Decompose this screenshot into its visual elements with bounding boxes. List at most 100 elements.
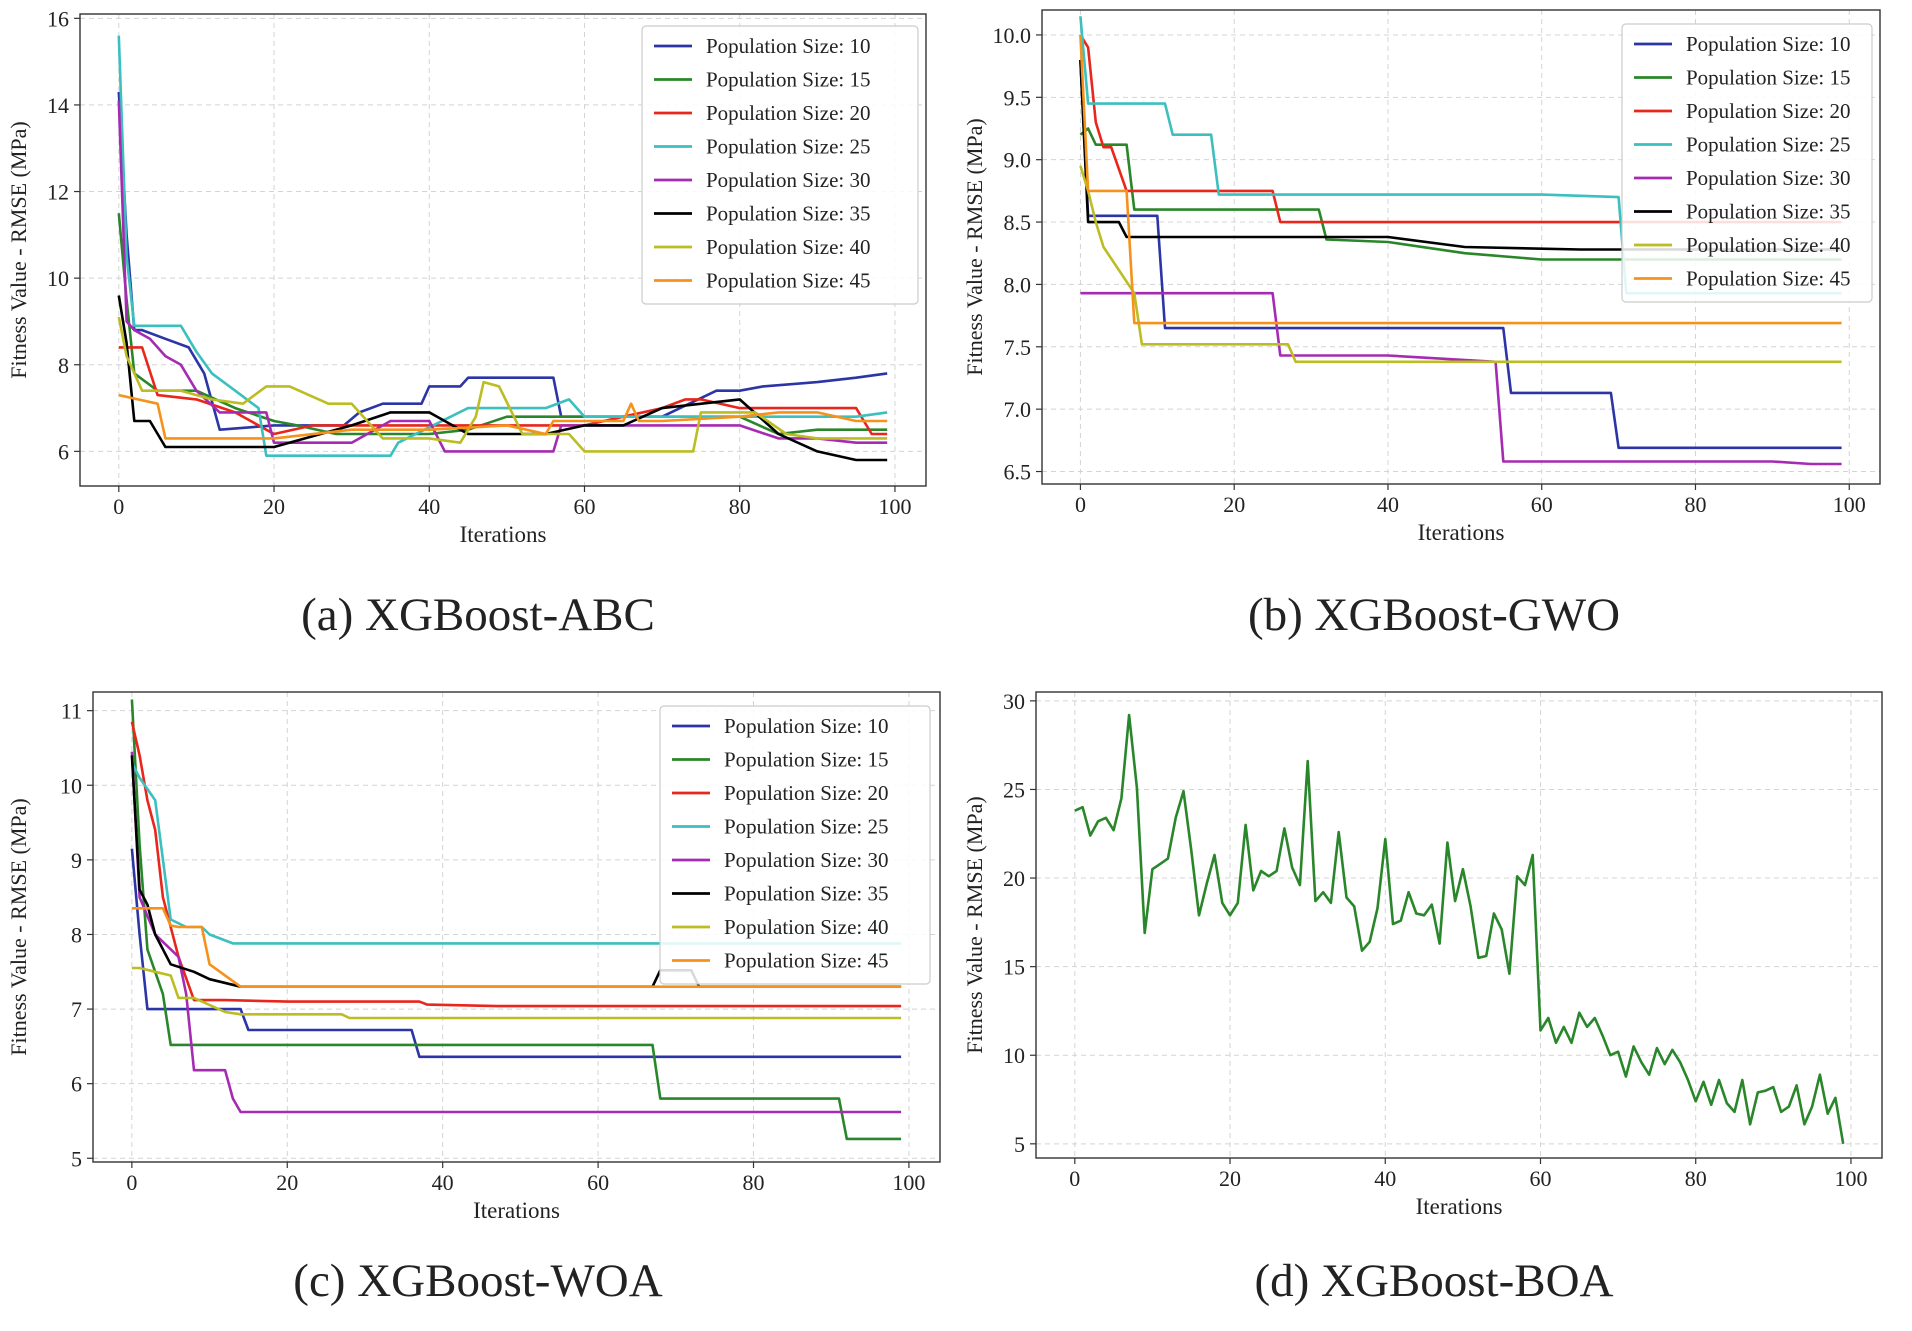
- legend-label-6: Population Size: 35: [724, 882, 889, 906]
- x-tick-label: 0: [113, 494, 124, 519]
- x-tick-label: 20: [276, 1170, 298, 1195]
- series-line-4: [130, 762, 902, 945]
- plot-frame: [92, 691, 941, 1163]
- x-tick-label: 80: [1684, 492, 1706, 517]
- y-tick-label: 6: [71, 1072, 82, 1097]
- legend: Population Size: 10 Population Size: 15 Po…: [659, 705, 931, 985]
- y-tick-label: 10: [60, 773, 82, 798]
- y-tick-label: 8.5: [1004, 210, 1032, 235]
- x-tick-label: 80: [1685, 1166, 1707, 1191]
- legend-label-8: Population Size: 45: [724, 949, 889, 973]
- legend-box: [641, 25, 919, 305]
- y-tick-label: 6.5: [1004, 460, 1032, 485]
- x-axis-label: Iterations: [473, 1198, 560, 1223]
- legend-label-3: Population Size: 20: [706, 101, 871, 125]
- x-axis-label: Iterations: [1416, 1194, 1503, 1219]
- caption-boa: (d) XGBoost-BOA: [1254, 1255, 1614, 1307]
- x-tick-label: 40: [1374, 1166, 1396, 1191]
- legend-label-1: Population Size: 10: [706, 34, 871, 58]
- x-tick-label: 20: [1219, 1166, 1241, 1191]
- y-tick-label: 8: [71, 922, 82, 947]
- y-tick-label: 16: [47, 6, 69, 31]
- x-tick-label: 60: [1531, 492, 1553, 517]
- caption-abc: (a) XGBoost-ABC: [301, 589, 655, 641]
- legend-label-5: Population Size: 30: [706, 168, 871, 192]
- series-line-7: [131, 966, 902, 1020]
- legend-label-3: Population Size: 20: [1686, 99, 1851, 123]
- x-tick-label: 100: [878, 494, 911, 519]
- series-line-7: [1079, 165, 1842, 364]
- y-axis-label: Fitness Value - RMSE (MPa): [6, 798, 31, 1056]
- x-tick-label: 40: [432, 1170, 454, 1195]
- x-tick-label: 80: [743, 1170, 765, 1195]
- series-line-3: [118, 346, 888, 436]
- series-line-3: [1079, 34, 1842, 224]
- series-line-2: [1079, 127, 1842, 261]
- chart-woa: 0 20 40 60 80 100 5 6 7 8 9 10 11 Iterations Fitness V…: [6, 691, 941, 1223]
- legend-label-4: Population Size: 25: [1686, 133, 1851, 157]
- x-tick-label: 0: [1075, 492, 1086, 517]
- chart-gwo: 0 20 40 60 80 100 6.5 7.0 7.5 8.0 8.5 9.0 9.5 10.0 Ite…: [962, 9, 1881, 545]
- chart-panel-woa: 0 20 40 60 80 100 5 6 7 8 9 10 11 Iterations Fitness V…: [0, 666, 956, 1331]
- series-line-6: [1079, 59, 1842, 251]
- chart-boa: 0 20 40 60 80 100 5 10 15 20 25 30 Iterations Fitness…: [962, 689, 1883, 1219]
- legend-label-3: Population Size: 20: [724, 781, 889, 805]
- y-tick-label: 7.5: [1004, 335, 1032, 360]
- legend-label-5: Population Size: 30: [724, 848, 889, 872]
- x-tick-label: 100: [892, 1170, 925, 1195]
- y-tick-label: 9.0: [1004, 148, 1032, 173]
- x-axis-label: Iterations: [460, 522, 547, 547]
- series-line-8: [118, 393, 888, 440]
- y-tick-label: 20: [1003, 866, 1025, 891]
- y-tick-label: 5: [1014, 1132, 1025, 1157]
- y-tick-label: 30: [1003, 689, 1025, 714]
- y-tick-label: 7.0: [1004, 397, 1032, 422]
- legend-box: [659, 705, 931, 985]
- legend-label-5: Population Size: 30: [1686, 166, 1851, 190]
- series-line-1: [130, 848, 902, 1059]
- series-line-8: [131, 907, 902, 989]
- chart-panel-abc: 0 20 40 60 80 100 6 8 10 12 14 16 Iterations Fitness …: [0, 0, 956, 665]
- x-tick-label: 20: [263, 494, 285, 519]
- series-line-5: [117, 100, 888, 453]
- y-tick-label: 25: [1003, 777, 1025, 802]
- y-tick-label: 8.0: [1004, 272, 1032, 297]
- chart-panel-gwo: 0 20 40 60 80 100 6.5 7.0 7.5 8.0 8.5 9.0 9.5 10.0 Ite…: [956, 0, 1912, 665]
- x-tick-label: 0: [126, 1170, 137, 1195]
- y-axis-label: Fitness Value - RMSE (MPa): [6, 121, 31, 379]
- y-tick-label: 12: [47, 180, 69, 205]
- caption-gwo: (b) XGBoost-GWO: [1247, 589, 1621, 641]
- legend-label-7: Population Size: 40: [1686, 233, 1851, 257]
- y-tick-label: 7: [71, 997, 82, 1022]
- x-axis-label: Iterations: [1418, 520, 1505, 545]
- x-tick-label: 60: [1529, 1166, 1551, 1191]
- legend-label-1: Population Size: 10: [724, 714, 889, 738]
- x-tick-label: 100: [1833, 492, 1866, 517]
- y-tick-label: 6: [58, 439, 69, 464]
- x-tick-label: 60: [573, 494, 595, 519]
- series-line-6: [117, 295, 888, 462]
- series-line-1: [1074, 713, 1845, 1145]
- series-line-2: [130, 699, 902, 1141]
- y-tick-label: 10.0: [993, 23, 1032, 48]
- chart-abc: 0 20 40 60 80 100 6 8 10 12 14 16 Iterations Fitness …: [6, 6, 927, 547]
- legend-label-1: Population Size: 10: [1686, 32, 1851, 56]
- series-line-3: [130, 721, 902, 1008]
- series-line-8: [1079, 34, 1842, 325]
- legend: Population Size: 10 Population Size: 15 Po…: [641, 25, 919, 305]
- x-tick-label: 40: [1377, 492, 1399, 517]
- legend-label-2: Population Size: 15: [724, 748, 889, 772]
- plot-frame: [79, 13, 927, 487]
- y-tick-label: 10: [47, 266, 69, 291]
- chart-panel-boa: 0 20 40 60 80 100 5 10 15 20 25 30 Iterations Fitness…: [956, 666, 1912, 1331]
- x-tick-label: 60: [587, 1170, 609, 1195]
- y-tick-label: 10: [1003, 1043, 1025, 1068]
- series-line-7: [117, 316, 888, 453]
- series-line-4: [1079, 16, 1842, 295]
- series-line-1: [117, 91, 888, 432]
- legend-label-4: Population Size: 25: [706, 135, 871, 159]
- legend-label-6: Population Size: 35: [1686, 200, 1851, 224]
- legend-label-2: Population Size: 15: [706, 68, 871, 92]
- y-tick-label: 14: [47, 93, 69, 118]
- y-tick-label: 9.5: [1004, 85, 1032, 110]
